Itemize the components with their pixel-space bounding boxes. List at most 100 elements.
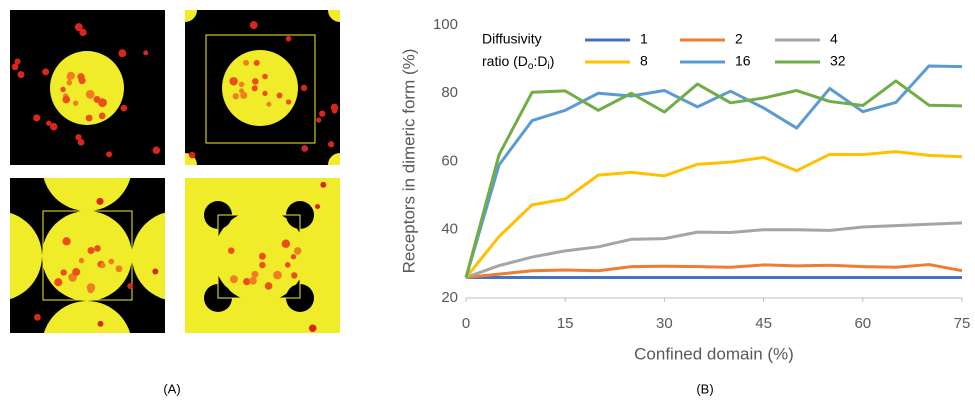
receptor-dot bbox=[72, 267, 81, 276]
receptor-dot bbox=[33, 313, 41, 321]
receptor-dot bbox=[251, 85, 258, 92]
receptor-dot bbox=[143, 50, 149, 56]
receptor-dot bbox=[229, 77, 238, 86]
legend-label: 16 bbox=[735, 53, 751, 69]
receptor-dot bbox=[251, 270, 259, 278]
receptor-dot bbox=[266, 101, 272, 107]
receptor-dot bbox=[93, 96, 101, 103]
receptor-dot bbox=[258, 252, 266, 260]
receptor-dot bbox=[86, 283, 96, 292]
receptor-dot bbox=[11, 63, 19, 71]
legend-label: 4 bbox=[830, 31, 838, 47]
receptor-dot bbox=[285, 99, 292, 105]
receptor-dot bbox=[85, 90, 95, 99]
y-tick-label: 60 bbox=[441, 152, 458, 169]
legend-label: 2 bbox=[735, 31, 743, 47]
receptor-dot bbox=[252, 78, 259, 85]
receptor-dot bbox=[188, 151, 196, 159]
receptor-dot bbox=[106, 151, 113, 158]
legend-label: 1 bbox=[640, 31, 648, 47]
panel-a-images bbox=[10, 10, 340, 333]
receptor-dot bbox=[96, 197, 104, 205]
receptor-dot bbox=[60, 86, 66, 93]
receptor-dot bbox=[290, 254, 297, 260]
receptor-dot bbox=[232, 93, 239, 100]
receptor-dot bbox=[315, 204, 321, 210]
series-line bbox=[465, 221, 963, 279]
receptor-dot bbox=[66, 71, 75, 80]
x-tick-label: 30 bbox=[656, 315, 673, 332]
receptor-dot bbox=[60, 269, 67, 276]
receptor-dot bbox=[273, 270, 282, 280]
receptor-dot bbox=[319, 110, 326, 117]
receptor-dot bbox=[115, 265, 123, 273]
receptor-dot bbox=[17, 71, 25, 79]
x-tick-label: 45 bbox=[755, 315, 772, 332]
receptor-dot bbox=[120, 104, 128, 112]
x-tick-label: 75 bbox=[954, 315, 971, 332]
series-line bbox=[464, 79, 963, 278]
panel-label: (B) bbox=[696, 381, 713, 396]
legend-title: ratio (Do:Di) bbox=[482, 53, 554, 72]
receptor-dot bbox=[85, 114, 93, 122]
legend-label: 32 bbox=[830, 53, 846, 69]
receptor-dot bbox=[276, 92, 283, 99]
receptor-dot bbox=[284, 262, 291, 268]
sim-image bbox=[185, 10, 340, 165]
receptor-dot bbox=[294, 247, 302, 255]
receptor-dot bbox=[42, 68, 50, 76]
receptor-dot bbox=[78, 257, 85, 264]
receptor-dot bbox=[243, 59, 250, 66]
receptor-dot bbox=[249, 21, 258, 30]
receptor-dot bbox=[77, 73, 85, 81]
panel-label: (A) bbox=[163, 381, 180, 396]
receptor-dot bbox=[97, 320, 104, 327]
receptor-dot bbox=[77, 138, 85, 146]
receptor-dot bbox=[54, 278, 63, 287]
receptor-dot bbox=[99, 262, 106, 269]
y-tick-label: 40 bbox=[441, 221, 458, 238]
receptor-dot bbox=[259, 261, 266, 269]
receptor-dot bbox=[262, 73, 268, 80]
y-tick-label: 80 bbox=[441, 84, 458, 101]
receptor-dot bbox=[262, 90, 268, 97]
receptor-dot bbox=[300, 84, 308, 91]
receptor-dot bbox=[227, 247, 235, 254]
sim-image bbox=[10, 178, 165, 333]
receptor-dot bbox=[108, 258, 115, 265]
series-line bbox=[464, 64, 963, 278]
receptor-dot bbox=[238, 81, 245, 88]
receptor-dot bbox=[152, 268, 159, 275]
receptor-dot bbox=[94, 245, 101, 252]
receptor-dot bbox=[98, 98, 107, 108]
series-line bbox=[465, 263, 963, 280]
receptor-dot bbox=[281, 239, 291, 248]
receptor-dot bbox=[74, 23, 83, 32]
receptor-dot bbox=[152, 146, 161, 155]
receptor-dot bbox=[87, 246, 95, 255]
receptor-dot bbox=[98, 112, 106, 120]
receptor-dot bbox=[301, 145, 309, 152]
x-axis-label: Confined domain (%) bbox=[634, 344, 794, 363]
receptor-dot bbox=[285, 35, 292, 42]
sim-image bbox=[10, 10, 165, 165]
x-tick-label: 60 bbox=[854, 315, 871, 332]
receptor-dot bbox=[14, 58, 21, 65]
receptor-dot bbox=[127, 283, 134, 289]
receptor-dot bbox=[79, 28, 87, 37]
receptor-dot bbox=[62, 237, 71, 246]
receptor-dot bbox=[264, 282, 273, 290]
receptor-dot bbox=[328, 141, 335, 148]
x-tick-label: 0 bbox=[462, 315, 470, 332]
y-tick-label: 100 bbox=[433, 16, 458, 33]
y-axis-label: Receptors in dimeric form (%) bbox=[399, 49, 418, 274]
receptor-dot bbox=[240, 91, 248, 99]
receptor-dot bbox=[249, 276, 257, 285]
receptor-dot bbox=[331, 108, 338, 114]
y-tick-label: 20 bbox=[441, 289, 458, 306]
x-tick-label: 15 bbox=[557, 315, 574, 332]
receptor-dot bbox=[316, 117, 322, 123]
receptor-dot bbox=[308, 324, 317, 333]
legend-label: 8 bbox=[640, 53, 648, 69]
receptor-dot bbox=[229, 275, 238, 284]
